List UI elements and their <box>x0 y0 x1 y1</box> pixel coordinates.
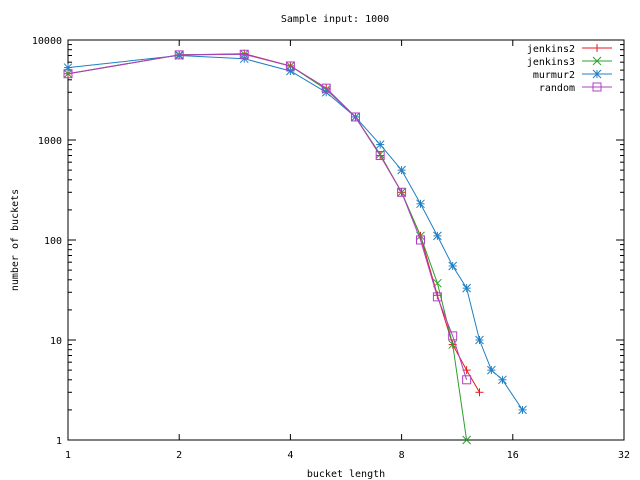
data-point-random <box>375 150 385 160</box>
data-point-murmur2 <box>433 231 442 241</box>
data-point-random <box>397 187 407 197</box>
data-point-random <box>432 292 442 302</box>
data-point-murmur2 <box>286 66 295 76</box>
data-point-murmur2 <box>416 199 425 209</box>
legend: jenkins2 jenkins3 murmur2 random <box>527 44 612 94</box>
y-tick-label: 100 <box>44 236 62 247</box>
x-tick-label: 4 <box>287 450 293 461</box>
legend-label-murmur2: murmur2 <box>533 70 575 81</box>
data-point-murmur2 <box>475 335 484 345</box>
x-axis-label: bucket length <box>307 469 385 480</box>
x-axis: 1 2 4 8 16 32 <box>65 40 630 461</box>
data-point-murmur2 <box>518 405 527 415</box>
data-point-random <box>239 49 249 59</box>
plot-area-border <box>67 39 625 441</box>
y-tick-label: 1 <box>56 436 62 447</box>
series-jenkins3 <box>63 49 472 445</box>
y-axis-label: number of buckets <box>10 189 21 291</box>
data-point-murmur2 <box>462 283 472 293</box>
data-point-murmur2 <box>375 140 385 149</box>
legend-label-jenkins2: jenkins2 <box>527 44 575 55</box>
data-point-random <box>174 50 184 60</box>
chart-title: Sample input: 1000 <box>281 14 389 25</box>
data-point-jenkins3 <box>63 69 73 79</box>
legend-label-jenkins3: jenkins3 <box>527 57 575 68</box>
data-point-random <box>448 331 458 341</box>
data-point-random <box>285 61 295 71</box>
data-point-random <box>321 83 331 93</box>
series-murmur2 <box>63 51 527 415</box>
legend-label-random: random <box>539 83 575 94</box>
x-tick-label: 1 <box>65 450 71 461</box>
data-point-random <box>415 235 425 245</box>
x-tick-label: 16 <box>507 450 519 461</box>
series-line-random <box>67 53 468 380</box>
series-line-murmur2 <box>67 54 523 411</box>
series-line-jenkins2 <box>67 53 480 393</box>
y-tick-label: 10000 <box>32 36 62 47</box>
x-tick-label: 2 <box>176 450 182 461</box>
data-point-jenkins3 <box>448 340 458 349</box>
y-tick-label: 1000 <box>38 136 62 147</box>
data-point-jenkins2 <box>475 388 484 397</box>
data-point-murmur2 <box>448 261 458 271</box>
legend-marker-jenkins2 <box>593 44 601 52</box>
data-point-random <box>462 375 472 385</box>
legend-marker-jenkins3 <box>592 56 602 66</box>
data-point-murmur2 <box>397 165 406 175</box>
y-tick-label: 10 <box>50 336 62 347</box>
data-point-jenkins3 <box>433 278 442 288</box>
y-axis: 1 10 100 1000 10000 <box>32 36 624 447</box>
series-random <box>63 49 472 385</box>
data-point-random <box>63 69 73 79</box>
x-tick-label: 8 <box>399 450 405 461</box>
series-jenkins2 <box>64 49 484 397</box>
data-point-random <box>350 112 360 122</box>
data-point-murmur2 <box>498 375 507 385</box>
x-tick-label: 32 <box>618 450 630 461</box>
series-line-jenkins3 <box>67 53 468 441</box>
legend-marker-murmur2 <box>592 69 602 79</box>
data-point-murmur2 <box>487 365 496 375</box>
data-point-murmur2 <box>63 63 73 72</box>
series-layer <box>63 49 527 445</box>
data-point-jenkins3 <box>462 435 472 445</box>
legend-marker-random <box>592 82 602 92</box>
